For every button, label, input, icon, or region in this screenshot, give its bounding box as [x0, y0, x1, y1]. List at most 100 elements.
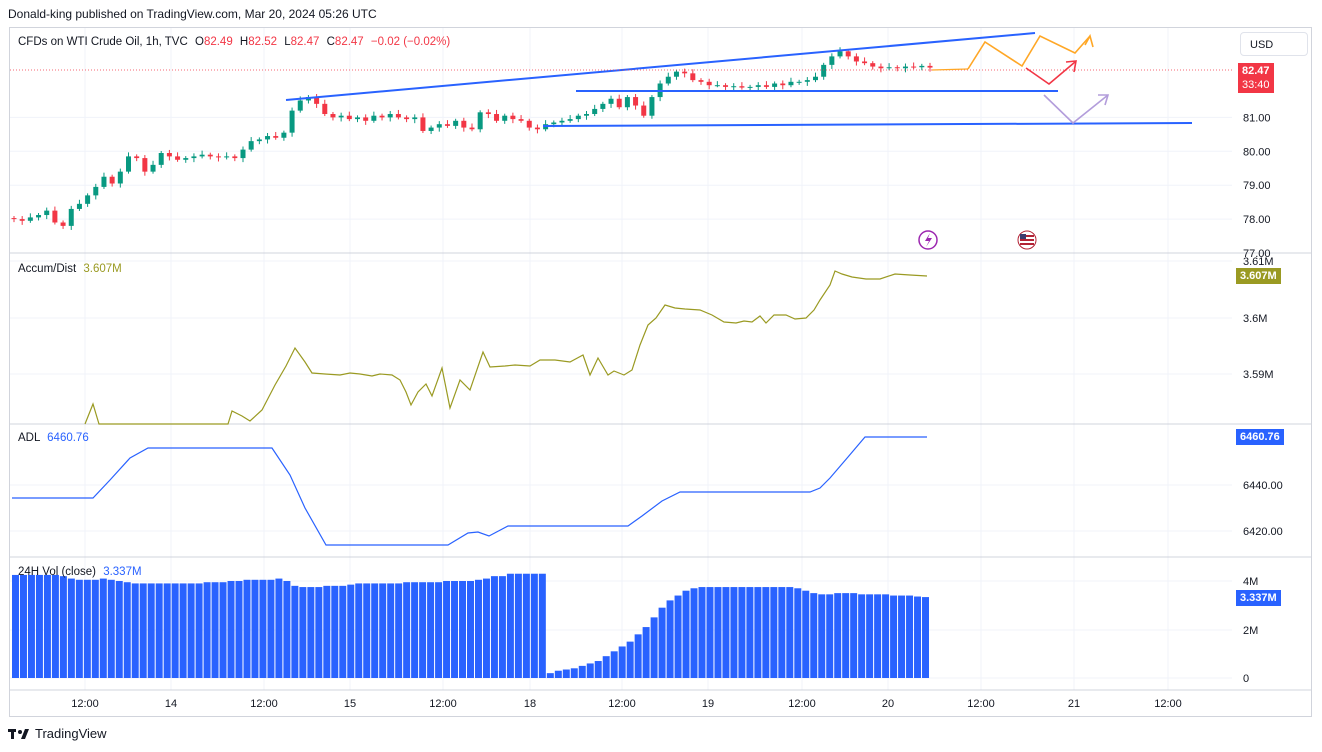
candle-body — [428, 127, 434, 131]
candle-body — [322, 103, 328, 115]
us-flag-icon[interactable] — [1017, 230, 1037, 250]
candle-body — [36, 215, 42, 218]
x-tick-label: 12:00 — [967, 698, 995, 710]
candle-body — [314, 97, 320, 104]
candle-body — [453, 120, 459, 126]
volume-bar — [275, 578, 283, 678]
purple-projection-path[interactable] — [1043, 94, 1109, 125]
candle-body — [330, 114, 336, 118]
adl-line — [12, 436, 927, 546]
accum-value: 3.607M — [83, 263, 122, 275]
candle-body — [608, 98, 614, 104]
high-value: 82.52 — [248, 36, 278, 48]
volume-bar — [594, 661, 602, 678]
accum-tick: 3.61M — [1243, 256, 1274, 268]
candle-body — [616, 98, 622, 108]
rising-trendline[interactable] — [285, 32, 1036, 101]
x-tick-label: 20 — [882, 698, 894, 710]
orange-projection-path[interactable] — [967, 34, 1091, 70]
candle-body — [11, 218, 17, 220]
accum-legend: Accum/Dist 3.607M — [18, 263, 122, 275]
volume-bar — [419, 582, 427, 678]
candle-body — [240, 149, 246, 159]
candle-body — [518, 119, 524, 121]
candle-body — [494, 114, 500, 121]
countdown-value: 33:40 — [1242, 79, 1270, 91]
candle-body — [412, 117, 418, 120]
candle-body — [166, 153, 172, 157]
volume-bar — [610, 651, 618, 678]
vol-tag: 3.337M — [1236, 590, 1281, 606]
volume-bar — [658, 607, 666, 678]
candle-body — [919, 65, 925, 68]
candle-body — [215, 156, 221, 158]
volume-bar — [123, 582, 131, 678]
candle-body — [52, 210, 58, 223]
drawings — [285, 32, 1193, 127]
candle-body — [862, 61, 868, 64]
volume-bar — [666, 600, 674, 678]
adl-value: 6460.76 — [47, 432, 89, 444]
lightning-icon[interactable] — [918, 230, 938, 250]
candle-body — [763, 85, 769, 87]
volume-bar — [179, 583, 187, 678]
candle-body — [551, 122, 557, 125]
y-tick-label: 79.00 — [1243, 180, 1271, 192]
x-tick-label: 21 — [1068, 698, 1080, 710]
tradingview-brand[interactable]: TradingView — [8, 726, 107, 741]
candle-body — [902, 66, 908, 69]
vol-title: 24H Vol (close) — [18, 566, 96, 578]
volume-bar — [866, 594, 874, 678]
volume-bar — [514, 573, 522, 678]
candle-body — [265, 136, 271, 140]
candle-body — [387, 114, 393, 118]
volume-bar — [91, 579, 99, 678]
volume-bar — [379, 583, 387, 678]
currency-button[interactable]: USD — [1240, 32, 1308, 56]
volume-bar — [43, 574, 51, 678]
candle-body — [649, 97, 655, 116]
candle-body — [444, 124, 450, 126]
candle-body — [379, 115, 385, 118]
y-tick-label: 77.00 — [1243, 248, 1271, 260]
volume-bar — [171, 583, 179, 678]
volume-bar — [139, 583, 147, 678]
projection-stub — [931, 68, 969, 71]
support-line-lower[interactable] — [542, 122, 1193, 127]
volume-bar — [75, 579, 83, 678]
red-projection-path[interactable] — [1025, 61, 1076, 86]
candle-body — [183, 158, 189, 160]
candle-body — [248, 141, 254, 150]
volume-bar — [339, 585, 347, 678]
volume-bar — [674, 595, 682, 678]
candle-body — [755, 85, 761, 87]
candle-body — [158, 153, 164, 165]
candle-body — [813, 76, 818, 81]
vol-value: 3.337M — [103, 566, 142, 578]
candle-body — [101, 176, 107, 187]
candle-body — [731, 86, 737, 88]
volume-bar — [387, 583, 395, 678]
adl-title: ADL — [18, 432, 40, 444]
candle-body — [870, 63, 876, 67]
x-tick-label: 12:00 — [250, 698, 278, 710]
vol-legend: 24H Vol (close) 3.337M — [18, 566, 142, 578]
purple-arrow-head — [1098, 94, 1110, 106]
candle-body — [93, 186, 99, 196]
candle-body — [126, 156, 131, 172]
volume-bar — [291, 585, 299, 678]
candle-body — [68, 208, 74, 226]
candle-body — [690, 73, 696, 81]
volume-bar — [67, 578, 75, 678]
candle-body — [567, 119, 573, 121]
volume-bar — [874, 594, 882, 678]
volume-bar — [882, 594, 890, 678]
volume-bar — [842, 593, 850, 678]
volume-bar — [315, 587, 323, 678]
volume-bar — [323, 585, 331, 678]
orange-arrow-head — [1084, 33, 1094, 48]
candle-body — [27, 217, 33, 221]
candle-body — [624, 97, 630, 108]
volume-bar — [435, 582, 443, 678]
